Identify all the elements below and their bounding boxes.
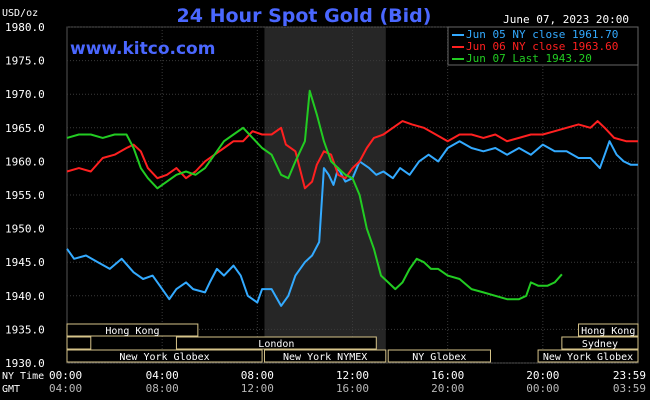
series-line-2 [66, 89, 563, 301]
y-tick-label: 1930.0 [5, 357, 45, 370]
session-label: NY Globex [412, 352, 466, 363]
y-tick-label: 1975.0 [5, 55, 45, 68]
grid-layer [66, 26, 639, 364]
x-tick-label-ny: 08:00 [241, 369, 274, 382]
y-tick-label: 1960.0 [5, 155, 45, 168]
y-tick-label: 1970.0 [5, 88, 45, 101]
date-label: June 07, 2023 20:00 [503, 13, 629, 26]
session-bar [66, 323, 199, 337]
session-bar [66, 349, 263, 363]
y-tick-label: 1965.0 [5, 122, 45, 135]
session-bar [387, 349, 491, 363]
unit-label: USD/oz [2, 8, 38, 19]
session-label: Sydney [582, 339, 618, 350]
session-bar [537, 349, 639, 363]
session-layer: Hong Kong Hong Kong London Sydney New York G… [66, 323, 639, 363]
y-tick-label: 1945.0 [5, 256, 45, 269]
x-tick-label-ny: 16:00 [431, 369, 464, 382]
x-tick-label-gmt: 00:00 [526, 382, 559, 395]
legend: Jun 05 NY close 1961.70 Jun 06 NY close … [447, 26, 639, 66]
chart-title: 24 Hour Spot Gold (Bid) [177, 5, 432, 27]
x-tick-label-ny: 12:00 [336, 369, 369, 382]
x-tick-label-ny: 20:00 [526, 369, 559, 382]
session-label: New York Globex [543, 352, 633, 363]
legend-entry-jun07: Jun 07 Last 1943.20 [466, 52, 592, 65]
session-bar [578, 323, 639, 337]
series-layer [66, 89, 638, 307]
x-tick-label-gmt: 03:59 [613, 382, 646, 395]
session-label: Hong Kong [105, 326, 159, 337]
x-tick-label-gmt: 12:00 [241, 382, 274, 395]
y-tick-label: 1935.0 [5, 323, 45, 336]
session-label: London [258, 339, 294, 350]
y-tick-label: 1940.0 [5, 290, 45, 303]
gmt-caption: GMT [2, 384, 20, 395]
site-watermark: www.kitco.com [70, 39, 215, 59]
y-tick-label: 1950.0 [5, 223, 45, 236]
session-bar [561, 336, 639, 350]
session-bar [263, 349, 387, 363]
legend-box [447, 26, 639, 66]
x-tick-label-gmt: 04:00 [49, 382, 82, 395]
ny-time-caption: NY Time [2, 371, 44, 382]
session-label: New York NYMEX [283, 352, 367, 363]
x-tick-label-ny: 23:59 [613, 369, 646, 382]
x-tick-layer: 00:0004:0004:0008:0008:0012:0012:0016:00… [49, 369, 646, 395]
x-tick-label-ny: 04:00 [146, 369, 179, 382]
session-label: Hong Kong [581, 326, 635, 337]
session-bar [66, 336, 92, 350]
x-tick-label-gmt: 08:00 [146, 382, 179, 395]
series-line-0 [66, 140, 638, 307]
y-tick-label: 1955.0 [5, 189, 45, 202]
session-label: New York Globex [119, 352, 209, 363]
y-tick-layer: 1980.0 1975.0 1970.0 1965.0 1960.0 1955.0 1950… [5, 21, 45, 370]
session-bar [175, 336, 377, 350]
y-tick-label: 1980.0 [5, 21, 45, 34]
x-tick-label-ny: 00:00 [49, 369, 82, 382]
legend-entry-jun06: Jun 06 NY close 1963.60 [466, 40, 618, 53]
x-tick-label-gmt: 20:00 [431, 382, 464, 395]
legend-entry-jun05: Jun 05 NY close 1961.70 [466, 28, 618, 41]
x-tick-label-gmt: 16:00 [336, 382, 369, 395]
